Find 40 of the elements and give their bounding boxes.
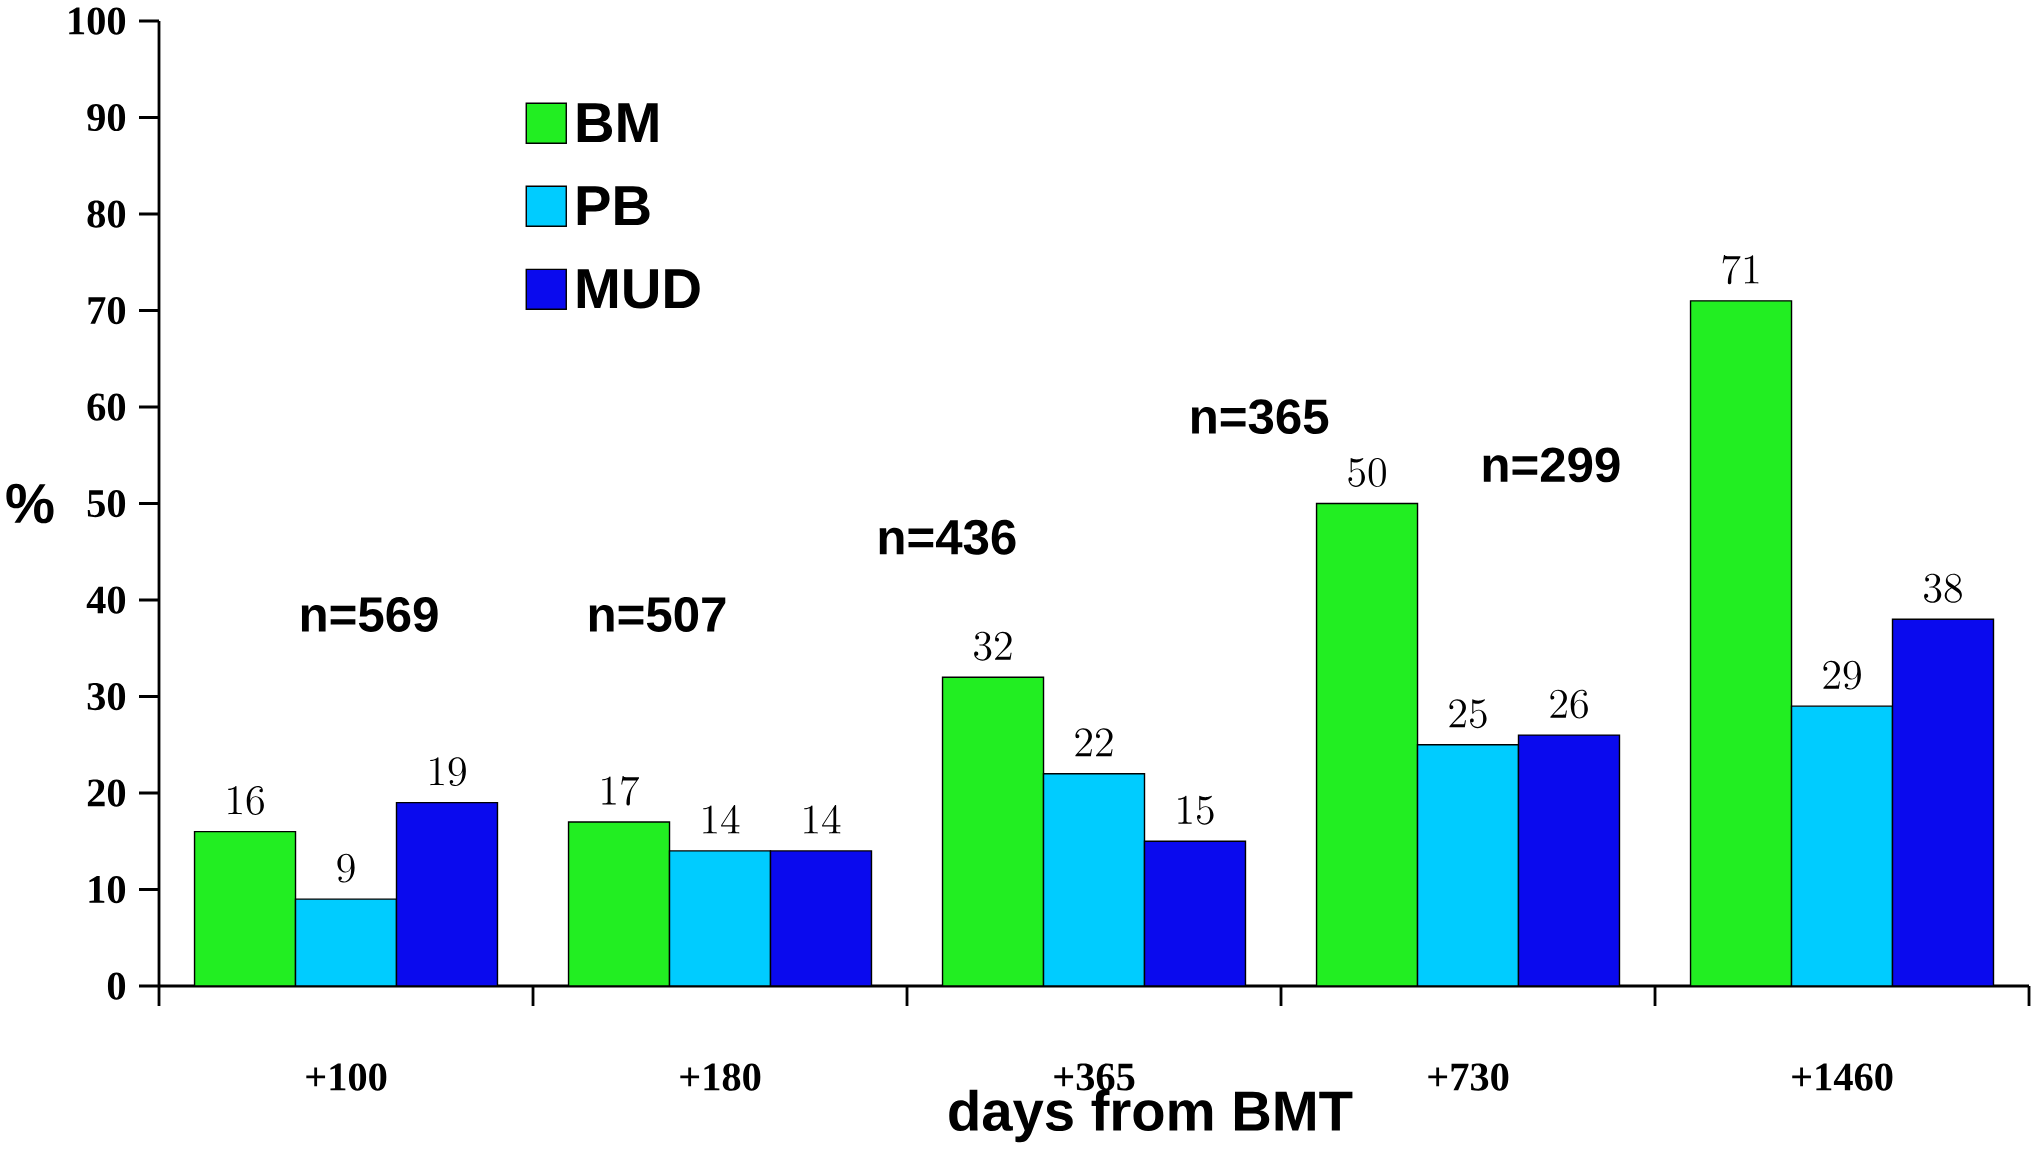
annotation: n=365	[1191, 399, 1329, 435]
data-label: 15	[1178, 795, 1214, 825]
data-label: 29	[1823, 660, 1861, 690]
y-tick-label: 40	[86, 586, 126, 614]
legend-label: MUD	[577, 269, 700, 309]
y-tick-label: 20	[87, 779, 126, 807]
y-tick-label: 10	[89, 875, 126, 904]
x-tick-label: +1460	[1792, 1063, 1893, 1091]
data-label: 17	[602, 776, 640, 806]
y-tick-label: 70	[88, 296, 126, 325]
y-tick-label: 30	[87, 682, 126, 711]
y-tick-label: 90	[87, 103, 126, 132]
x-tick-label: +100	[306, 1063, 387, 1091]
data-label: 14	[804, 805, 841, 834]
x-tick-label: +365	[1054, 1063, 1135, 1091]
x-tick-label: +730	[1428, 1063, 1509, 1091]
data-label: 19	[430, 757, 466, 787]
data-label: 16	[228, 786, 264, 816]
y-tick-label: 50	[87, 489, 126, 518]
y-tick-label: 80	[87, 200, 126, 228]
y-tick-label: 60	[87, 393, 126, 421]
y-tick-label: 100	[69, 7, 126, 35]
data-label: 9	[337, 853, 355, 883]
x-tick-label: +180	[680, 1063, 761, 1091]
legend-label: PB	[577, 186, 650, 226]
annotation: n=569	[301, 597, 438, 632]
y-axis-title: %	[6, 483, 54, 524]
data-label: 14	[703, 805, 740, 834]
data-label: 71	[1722, 254, 1759, 285]
data-label: 25	[1449, 699, 1487, 729]
y-tick-label: 0	[107, 972, 126, 1000]
data-label: 22	[1075, 728, 1113, 757]
data-label: 38	[1924, 573, 1962, 603]
annotation: n=299	[1483, 447, 1620, 483]
annotation: n=436	[879, 519, 1016, 555]
data-label: 26	[1550, 689, 1588, 719]
annotation: n=507	[589, 597, 726, 632]
legend-label: BM	[577, 103, 658, 143]
data-label: 32	[974, 631, 1012, 661]
data-label: 50	[1348, 458, 1386, 487]
